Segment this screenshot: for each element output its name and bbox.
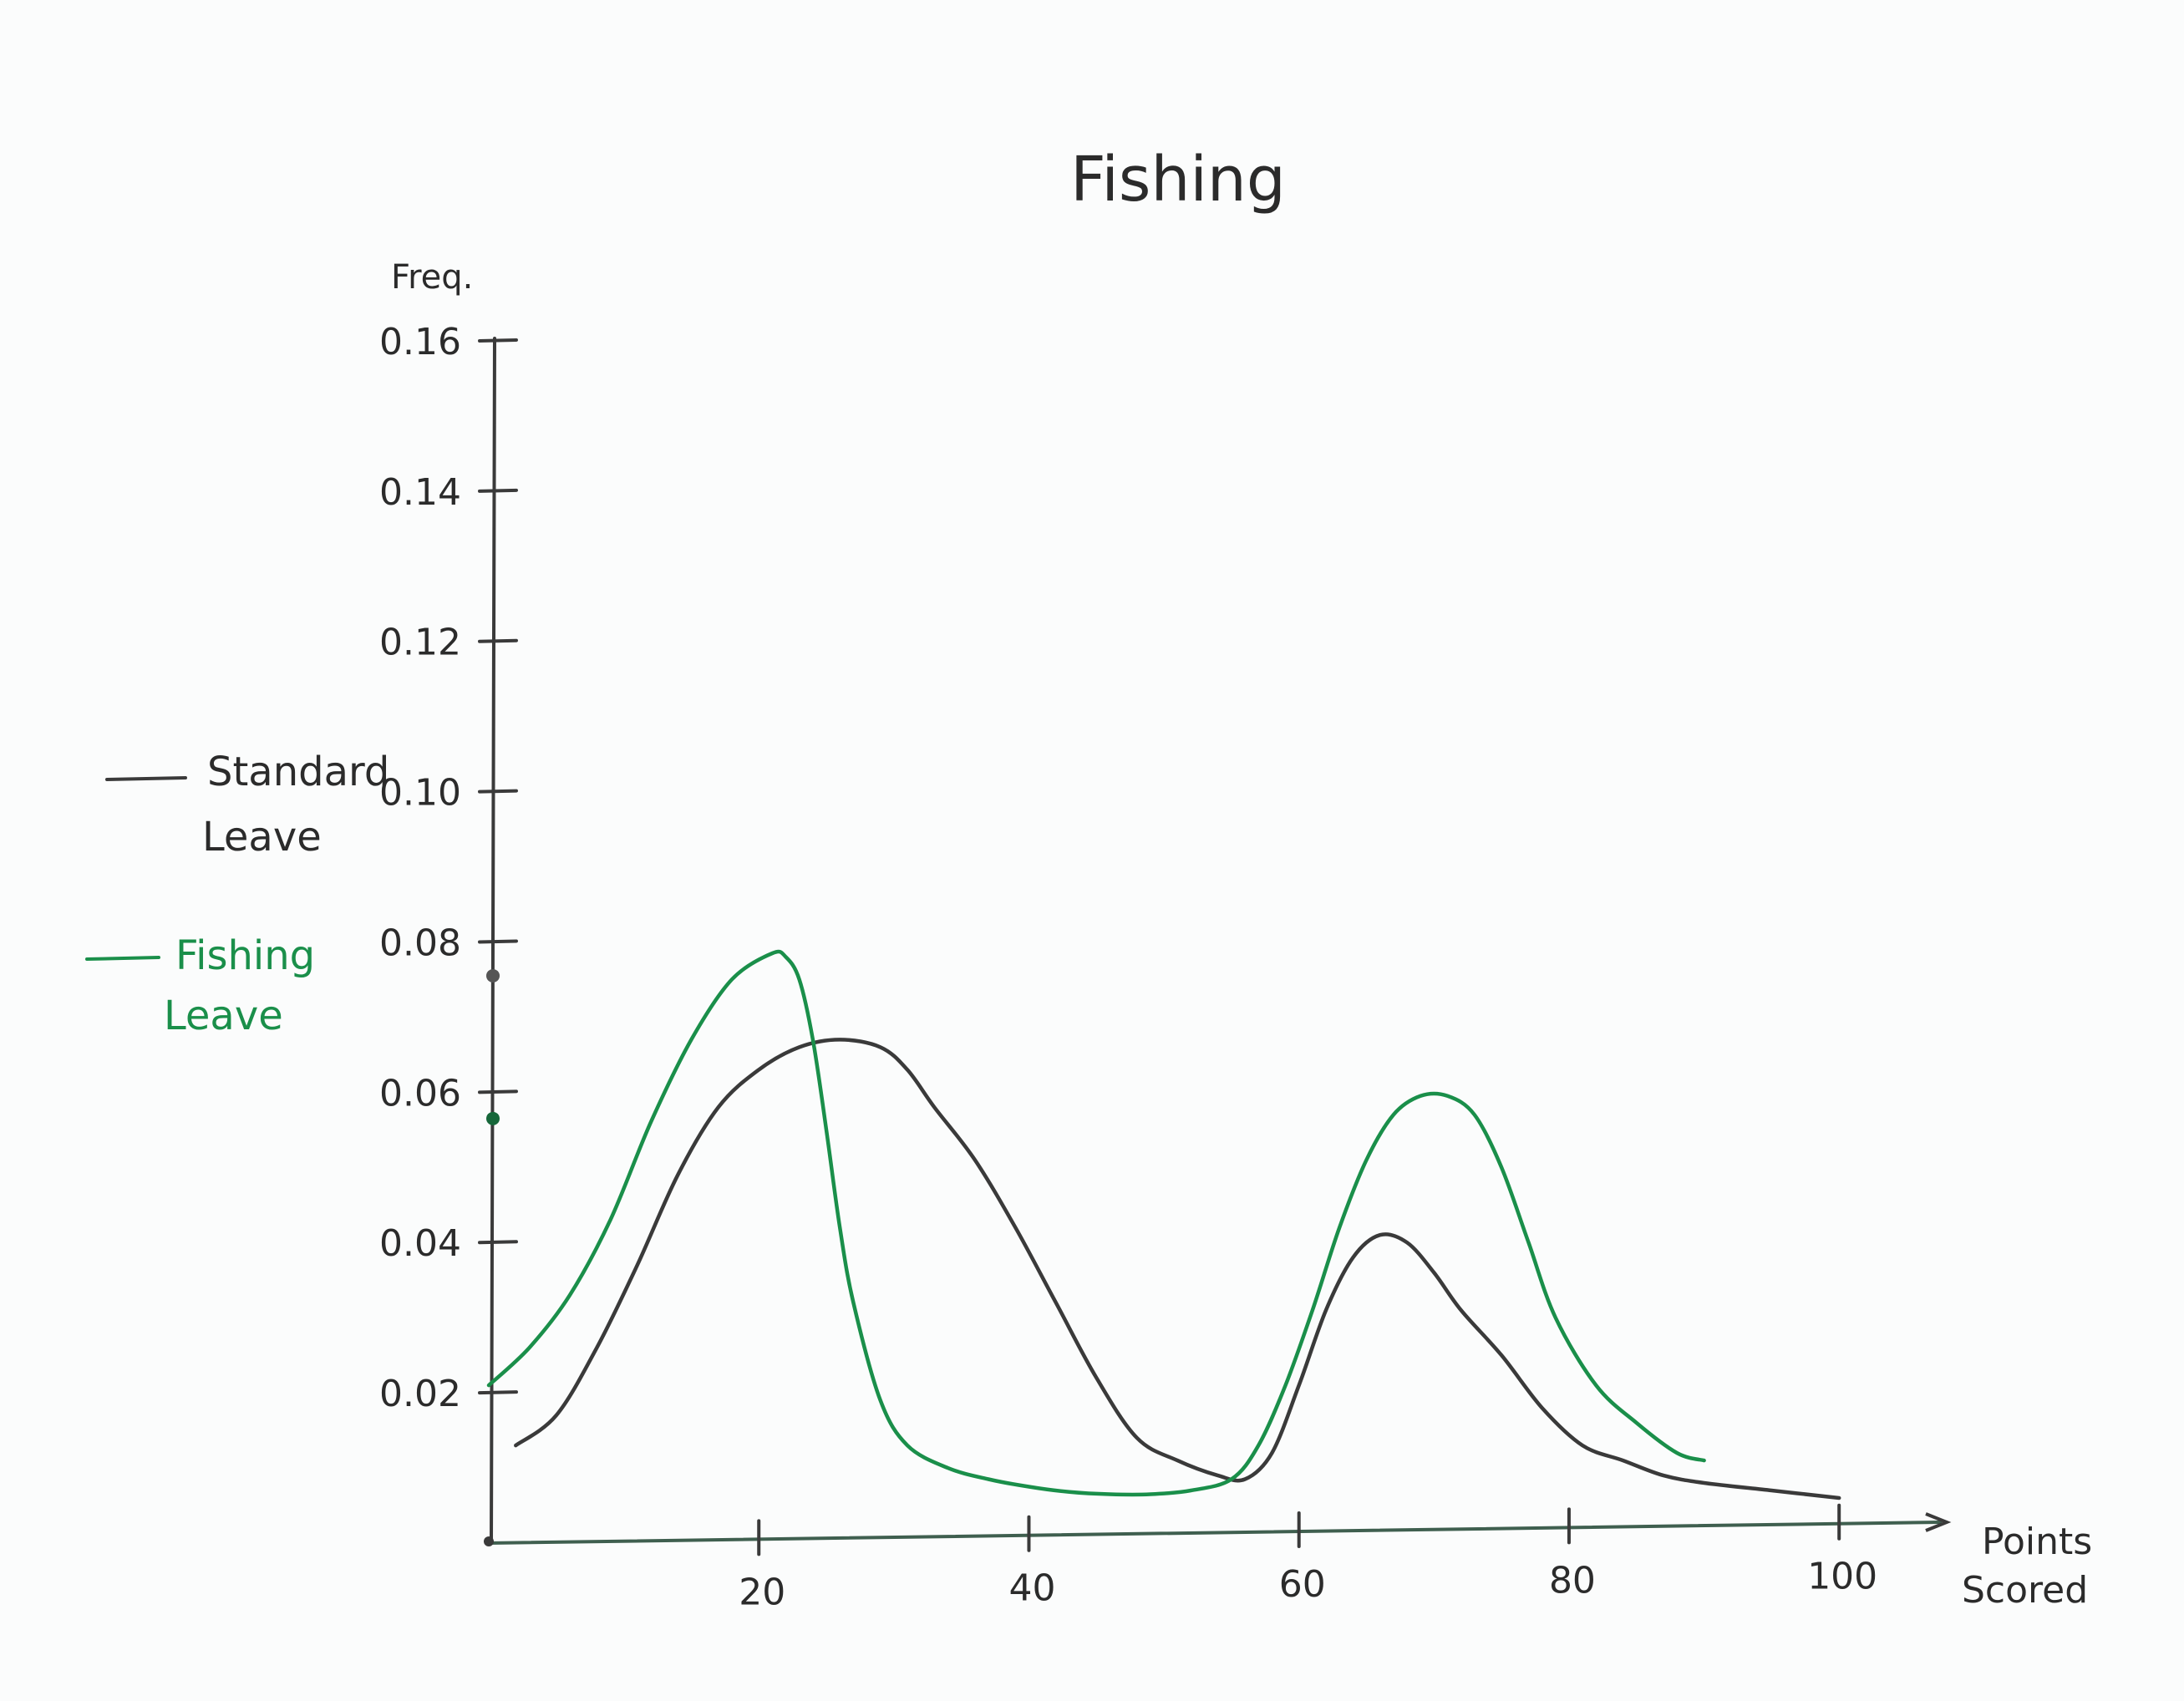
y-tick-label: 0.04	[379, 1222, 461, 1265]
y-tick-mark	[478, 1240, 518, 1245]
x-tick-label: 40	[1008, 1567, 1055, 1610]
y-tick-mark	[478, 789, 518, 794]
y-tick-label: 0.08	[379, 922, 461, 964]
y-tick-mark	[478, 1390, 518, 1395]
legend-fishing-line2: Leave	[164, 993, 283, 1039]
x-tick-label: 60	[1279, 1563, 1326, 1606]
x-axis-label: Points Scored	[1962, 1521, 2104, 1612]
x-tick-label: 80	[1549, 1559, 1596, 1602]
y-tick-label: 0.16	[379, 321, 461, 363]
x-axis-label-line1: Points	[1982, 1521, 2092, 1563]
series-line-standard-leave	[514, 1038, 1841, 1500]
y-tick-mark	[478, 939, 518, 944]
axis-markers	[486, 968, 500, 1125]
legend-fishing-line1: Fishing	[175, 932, 315, 979]
y-tick-mark	[478, 488, 518, 493]
series-line-fishing-leave	[486, 949, 1706, 1497]
tick-marks: 0.02 0.04 0.06 0.08 0.10 0.12 0.14 0.16 20 40 60 80…	[379, 321, 1877, 1613]
y-axis-label: Freq.	[391, 258, 473, 297]
y-tick-mark	[478, 1089, 518, 1094]
legend-fishing-label: Fishing Leave	[164, 932, 328, 1039]
legend-fishing-swatch	[85, 956, 160, 961]
x-tick-label: 20	[739, 1571, 785, 1613]
y-tick-label: 0.12	[379, 622, 461, 664]
axis-origin-dot	[484, 1536, 494, 1546]
x-tick-label: 100	[1807, 1556, 1877, 1598]
x-axis-arrowhead	[1925, 1512, 1952, 1532]
x-axis-label-line2: Scored	[1962, 1569, 2088, 1612]
y-tick-label: 0.02	[379, 1373, 461, 1415]
series-lines	[486, 949, 1841, 1500]
legend-standard-line1: Standard	[207, 749, 389, 795]
legend: Standard Leave Fishing Leave	[85, 749, 403, 1039]
y-axis-marker-dot	[486, 1111, 500, 1125]
x-axis-line	[487, 1521, 1942, 1545]
chart-title: Fishing	[1070, 144, 1286, 216]
legend-standard-swatch	[105, 776, 187, 781]
y-tick-mark	[478, 338, 518, 343]
y-tick-mark	[478, 638, 518, 643]
y-tick-label: 0.10	[379, 772, 461, 815]
legend-standard-label: Standard Leave	[202, 749, 403, 861]
y-tick-label: 0.06	[379, 1072, 461, 1115]
y-axis-marker-dot	[486, 968, 500, 983]
y-tick-label: 0.14	[379, 471, 461, 514]
legend-standard-line2: Leave	[202, 814, 322, 861]
